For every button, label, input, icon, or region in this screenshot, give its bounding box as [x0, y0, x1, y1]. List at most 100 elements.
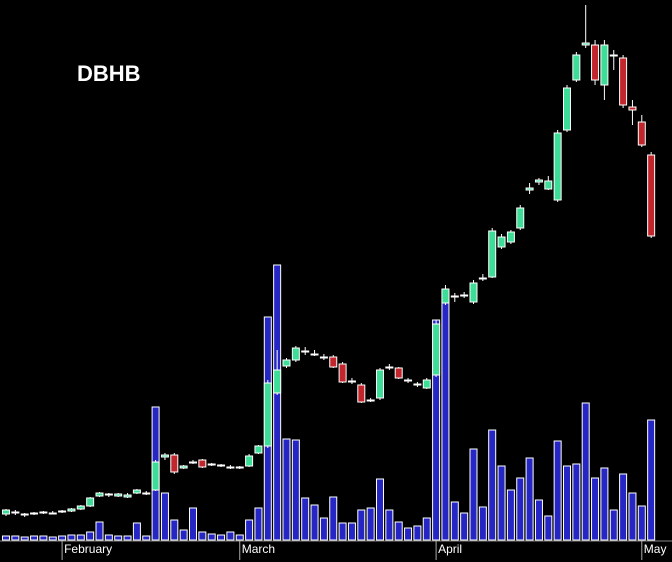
volume-bar: [516, 477, 525, 541]
volume-bar: [413, 525, 422, 541]
candle-body: [86, 497, 95, 507]
candle-body: [441, 288, 450, 304]
volume-bar: [572, 463, 581, 541]
volume-bar: [132, 522, 141, 541]
volume-bar: [11, 535, 20, 541]
volume-bar: [142, 535, 151, 541]
chart-title: DBHB: [77, 61, 141, 86]
candle-body: [544, 180, 553, 190]
volume-bar: [123, 535, 132, 541]
volume-bar: [76, 534, 85, 541]
candle-body: [217, 464, 226, 467]
volume-bar: [58, 535, 67, 541]
candle-body: [525, 187, 534, 191]
volume-bar: [226, 531, 235, 541]
volume-bar: [628, 492, 637, 541]
x-tick-label: May: [644, 542, 667, 556]
candle-body: [469, 282, 478, 303]
candle-body: [422, 379, 431, 389]
volume-bar: [385, 509, 394, 541]
candle-body: [628, 106, 637, 111]
candle-body: [497, 236, 506, 248]
candle-body: [207, 463, 216, 466]
volume-bar: [478, 506, 487, 541]
candle-body: [254, 445, 263, 454]
volume-bar: [179, 529, 188, 541]
candle-body: [179, 465, 188, 469]
volume-bar: [310, 504, 319, 541]
volume-bar: [160, 492, 169, 541]
candle-body: [30, 512, 39, 515]
candle-body: [450, 295, 459, 298]
volume-bar: [20, 536, 29, 541]
candle-body: [478, 277, 487, 280]
volume-bar: [30, 535, 39, 541]
candle-body: [310, 353, 319, 356]
candle-body: [20, 513, 29, 516]
volume-bar: [104, 534, 113, 541]
candle-body: [67, 508, 76, 512]
volume-bar: [67, 534, 76, 541]
candle-body: [609, 54, 618, 57]
volume-bar: [291, 439, 300, 541]
candle-body: [95, 492, 104, 497]
candle-body: [189, 461, 197, 464]
volume-bar: [357, 509, 366, 541]
volume-bar: [404, 527, 413, 541]
volume-bar: [534, 499, 543, 541]
candle-body: [291, 347, 300, 361]
candle-body: [263, 382, 272, 447]
volume-bar: [563, 465, 571, 541]
candle-body: [572, 54, 581, 81]
candle-body: [637, 121, 646, 146]
candle-body: [226, 466, 235, 469]
volume-bar: [95, 521, 104, 541]
candle-body: [301, 350, 310, 353]
candle-body: [385, 366, 394, 369]
volume-bar: [207, 533, 216, 541]
candle-body: [619, 57, 628, 106]
x-tick-label: February: [64, 542, 112, 556]
candle-body: [160, 454, 169, 458]
volume-bar: [170, 519, 179, 541]
candle-body: [460, 294, 469, 297]
candle-body: [104, 493, 113, 496]
candle-body: [114, 493, 123, 497]
volume-bar: [525, 457, 534, 541]
volume-bar: [338, 522, 347, 541]
candle-body: [142, 492, 151, 495]
candle-body: [516, 207, 525, 229]
candle-body: [347, 380, 356, 383]
volume-bar: [366, 507, 375, 541]
volume-bar: [245, 519, 254, 541]
volume-bar: [39, 535, 48, 541]
candle-body: [432, 323, 441, 376]
x-tick-label: March: [242, 542, 275, 556]
candle-body: [170, 454, 179, 473]
candle-body: [506, 231, 515, 243]
candle-body: [404, 379, 413, 382]
candle-body: [563, 87, 571, 131]
candle-body: [357, 384, 366, 403]
candle-body: [600, 44, 609, 86]
candle-body: [581, 42, 590, 46]
volume-bar: [619, 473, 628, 541]
volume-bar: [114, 535, 123, 541]
x-tick-label: April: [438, 542, 462, 556]
volume-bar: [282, 438, 291, 541]
candle-body: [591, 44, 600, 81]
candle-body: [282, 359, 291, 367]
candle-body: [647, 154, 656, 237]
volume-bar: [2, 535, 10, 541]
volume-bar: [506, 489, 515, 541]
candle-body: [273, 369, 282, 394]
candle-body: [235, 466, 244, 469]
volume-bar: [581, 402, 590, 541]
volume-bar: [553, 440, 562, 541]
volume-bar: [600, 467, 609, 541]
volume-bar: [254, 507, 263, 541]
volume-bar: [460, 512, 469, 541]
candle-body: [151, 461, 160, 491]
volume-bar: [198, 531, 207, 541]
